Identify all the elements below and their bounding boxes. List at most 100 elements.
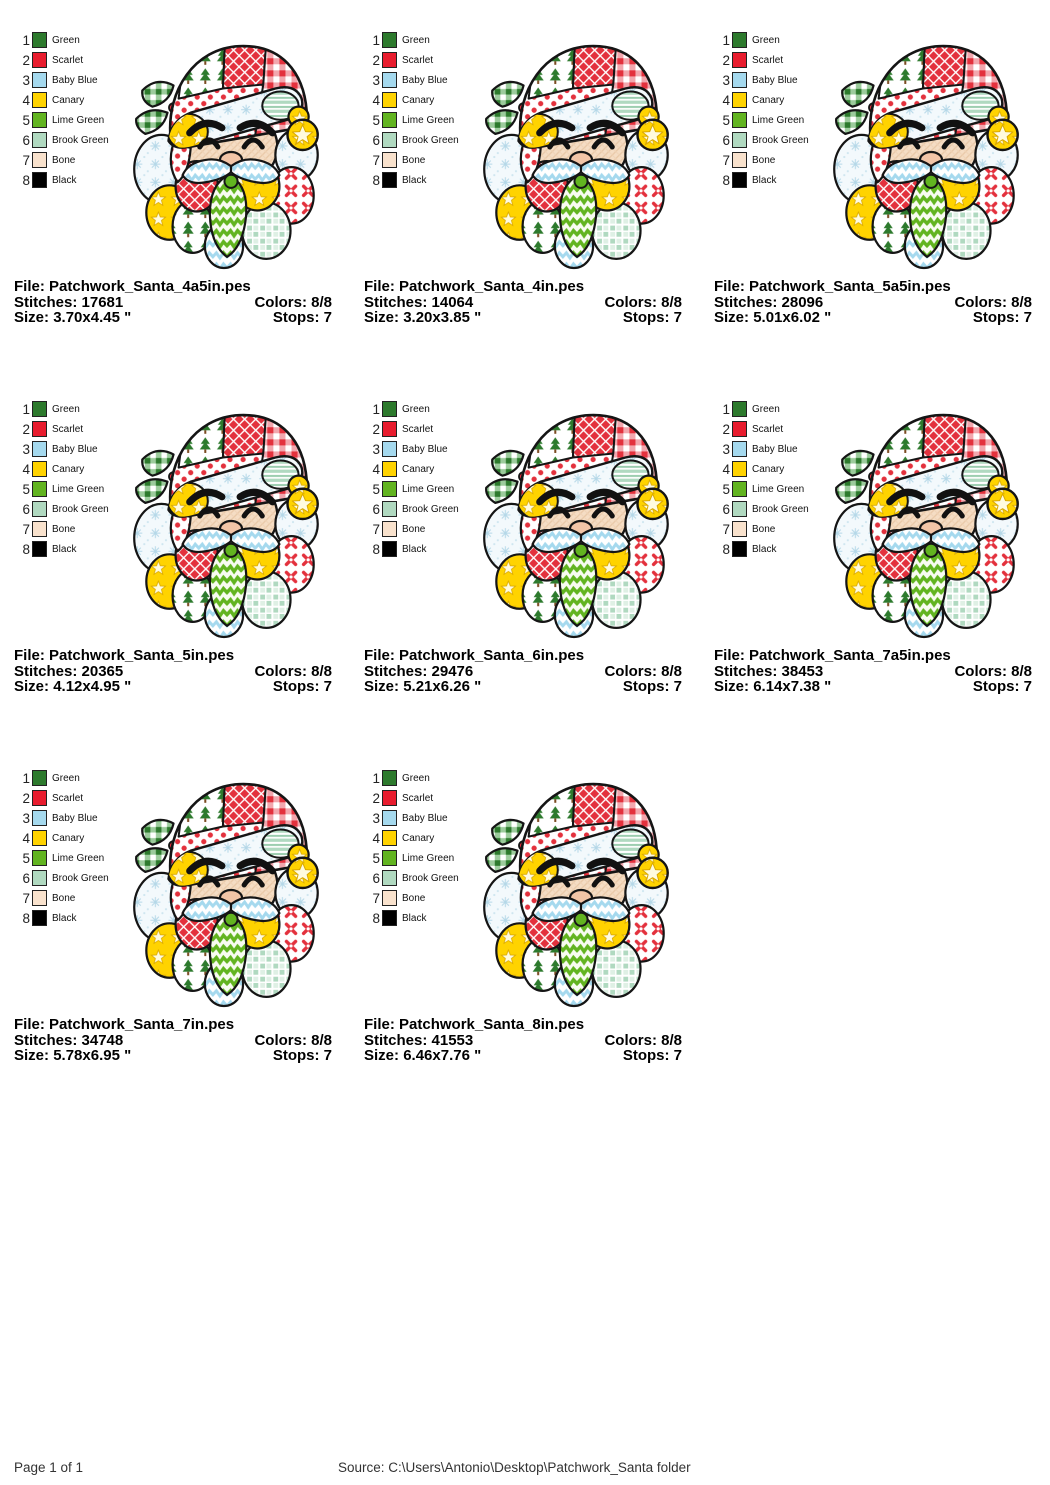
thread-color-name: Green xyxy=(402,34,430,46)
legend-row: 5 Lime Green xyxy=(714,479,809,499)
thread-number: 8 xyxy=(22,172,30,188)
thread-number: 4 xyxy=(372,92,380,108)
thread-color-name: Black xyxy=(402,912,427,924)
thread-color-name: Green xyxy=(402,772,430,784)
thread-color-name: Canary xyxy=(752,463,785,475)
santa-design-image xyxy=(128,28,330,270)
size-label: Size: xyxy=(14,1047,50,1064)
size-stops-line: Size: 5.01x6.02 " Stops: 7 xyxy=(714,310,1032,326)
stops-value: 7 xyxy=(673,1047,682,1064)
file-label: File: xyxy=(364,647,395,664)
size-stops-line: Size: 5.21x6.26 " Stops: 7 xyxy=(364,679,682,695)
legend-row: 5 Lime Green xyxy=(14,479,109,499)
size-stops-line: Size: 6.46x7.76 " Stops: 7 xyxy=(364,1048,682,1064)
thread-color-name: Canary xyxy=(402,94,435,106)
thread-color-name: Baby Blue xyxy=(402,443,448,455)
thread-number: 7 xyxy=(22,152,30,168)
thread-number: 8 xyxy=(22,910,30,926)
thread-color-name: Brook Green xyxy=(752,134,809,146)
stitches-value: 14064 xyxy=(431,293,474,311)
design-info: File: Patchwork_Santa_7a5in.pes Stitches… xyxy=(714,648,1032,695)
legend-row: 7 Bone xyxy=(14,150,109,170)
thread-color-name: Canary xyxy=(752,94,785,106)
thread-color-name: Brook Green xyxy=(52,872,109,884)
thread-number: 2 xyxy=(722,421,730,437)
thread-color-swatch xyxy=(732,541,747,557)
stitches-colors-line: Stitches: 38453 Colors: 8/8 xyxy=(714,662,1032,680)
thread-color-swatch xyxy=(382,890,397,906)
thread-number: 7 xyxy=(372,152,380,168)
thread-color-swatch xyxy=(382,790,397,806)
thread-color-swatch xyxy=(382,461,397,477)
thread-number: 8 xyxy=(372,541,380,557)
thread-number: 4 xyxy=(372,830,380,846)
stitches-label: Stitches: xyxy=(14,1031,78,1049)
file-label: File: xyxy=(364,278,395,295)
thread-color-swatch xyxy=(32,112,47,128)
colors-value: 8/8 xyxy=(1011,293,1032,311)
thread-number: 1 xyxy=(722,401,730,417)
thread-color-name: Lime Green xyxy=(52,483,105,495)
legend-row: 7 Bone xyxy=(364,519,459,539)
size-value: 3.70x4.45 " xyxy=(53,309,132,326)
size: Size: 3.20x3.85 " xyxy=(364,310,481,326)
legend-row: 2 Scarlet xyxy=(364,419,459,439)
thread-color-swatch xyxy=(382,541,397,557)
thread-color-swatch xyxy=(382,92,397,108)
santa-design-image xyxy=(478,766,680,1008)
design-info: File: Patchwork_Santa_6in.pes Stitches: … xyxy=(364,648,682,695)
thread-number: 3 xyxy=(22,72,30,88)
thread-color-name: Baby Blue xyxy=(752,443,798,455)
thread-number: 8 xyxy=(722,172,730,188)
thread-number: 4 xyxy=(22,92,30,108)
colors: Colors: 8/8 xyxy=(254,1032,332,1049)
size-label: Size: xyxy=(364,309,400,326)
size: Size: 3.70x4.45 " xyxy=(14,310,131,326)
thread-color-name: Bone xyxy=(402,523,426,535)
thread-color-swatch xyxy=(32,461,47,477)
thread-number: 2 xyxy=(22,421,30,437)
thread-number: 6 xyxy=(22,132,30,148)
thread-color-swatch xyxy=(382,152,397,168)
colors-value: 8/8 xyxy=(661,293,682,311)
thread-number: 4 xyxy=(22,461,30,477)
thread-color-swatch xyxy=(32,32,47,48)
thread-color-name: Black xyxy=(402,543,427,555)
thread-number: 3 xyxy=(22,441,30,457)
stitches: Stitches: 34748 xyxy=(14,1031,123,1049)
stitches-value: 38453 xyxy=(781,662,824,680)
thread-number: 5 xyxy=(22,850,30,866)
thread-color-name: Lime Green xyxy=(402,114,455,126)
stops: Stops: 7 xyxy=(623,1048,682,1064)
colors-label: Colors: xyxy=(254,293,307,311)
file-label: File: xyxy=(14,278,45,295)
thread-color-swatch xyxy=(732,461,747,477)
thread-color-name: Green xyxy=(52,34,80,46)
size-label: Size: xyxy=(14,309,50,326)
thread-color-name: Canary xyxy=(52,463,85,475)
thread-color-name: Brook Green xyxy=(752,503,809,515)
thread-color-swatch xyxy=(382,810,397,826)
size-stops-line: Size: 6.14x7.38 " Stops: 7 xyxy=(714,679,1032,695)
legend-row: 6 Brook Green xyxy=(364,499,459,519)
thread-color-name: Lime Green xyxy=(52,114,105,126)
legend-row: 4 Canary xyxy=(14,90,109,110)
legend-row: 4 Canary xyxy=(714,459,809,479)
santa-design-image xyxy=(828,397,1030,639)
stitches-colors-line: Stitches: 29476 Colors: 8/8 xyxy=(364,663,682,680)
design-cell: 1 Green 2 Scarlet 3 Baby Blue 4 Canary 5… xyxy=(700,25,1050,370)
thread-number: 1 xyxy=(22,32,30,48)
file-line: File: Patchwork_Santa_5in.pes xyxy=(14,648,332,664)
file-label: File: xyxy=(14,1016,45,1033)
colors: Colors: 8/8 xyxy=(604,293,682,311)
color-legend: 1 Green 2 Scarlet 3 Baby Blue 4 Canary 5… xyxy=(364,30,459,190)
thread-color-swatch xyxy=(32,790,47,806)
thread-color-name: Brook Green xyxy=(52,134,109,146)
thread-color-swatch xyxy=(32,890,47,906)
stops: Stops: 7 xyxy=(273,310,332,326)
size-label: Size: xyxy=(14,678,50,695)
thread-number: 8 xyxy=(372,910,380,926)
legend-row: 2 Scarlet xyxy=(14,419,109,439)
thread-number: 8 xyxy=(22,541,30,557)
